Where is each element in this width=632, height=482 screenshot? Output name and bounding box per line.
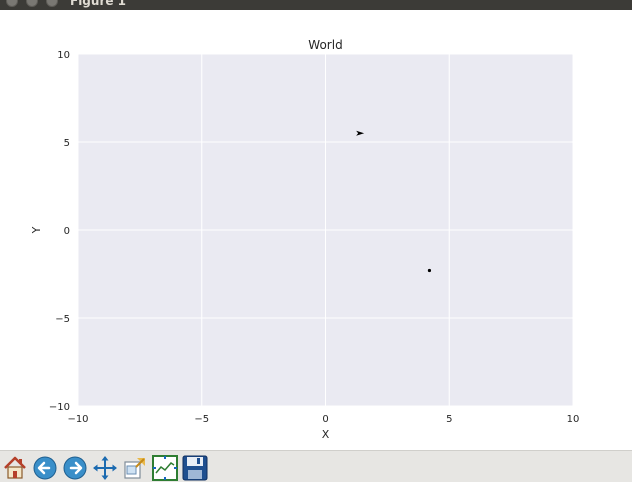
back-button[interactable] bbox=[32, 455, 58, 481]
arrow-marker bbox=[356, 130, 365, 136]
pan-button[interactable] bbox=[92, 455, 118, 481]
navigation-toolbar bbox=[0, 450, 632, 482]
window-titlebar: Figure 1 bbox=[0, 0, 632, 10]
save-disk-icon bbox=[182, 455, 208, 481]
zoom-rect-icon bbox=[124, 458, 145, 479]
y-tick-label: 0 bbox=[64, 226, 70, 237]
close-window-button[interactable] bbox=[6, 0, 18, 7]
minimize-window-button[interactable] bbox=[26, 0, 38, 7]
forward-arrow-icon bbox=[63, 456, 87, 480]
y-axis-label: Y bbox=[30, 226, 43, 234]
home-button[interactable] bbox=[2, 455, 28, 481]
forward-button[interactable] bbox=[62, 455, 88, 481]
x-tick-label: 5 bbox=[446, 414, 452, 425]
y-tick-label: −5 bbox=[55, 314, 70, 325]
x-tick-label: −5 bbox=[194, 414, 209, 425]
pan-move-icon bbox=[93, 456, 117, 480]
y-tick-label: −10 bbox=[49, 402, 70, 413]
subplots-config-icon bbox=[152, 455, 178, 481]
subplots-button[interactable] bbox=[152, 455, 178, 481]
dot-marker bbox=[427, 268, 432, 273]
save-button[interactable] bbox=[182, 455, 208, 481]
window-title: Figure 1 bbox=[70, 0, 127, 8]
chart-title: World bbox=[308, 38, 342, 52]
x-axis-label: X bbox=[322, 428, 330, 441]
x-tick-label: 10 bbox=[567, 414, 580, 425]
back-arrow-icon bbox=[33, 456, 57, 480]
home-icon bbox=[4, 456, 26, 479]
maximize-window-button[interactable] bbox=[46, 0, 58, 7]
zoom-button[interactable] bbox=[122, 455, 148, 481]
x-tick-label: 0 bbox=[322, 414, 328, 425]
plot-svg[interactable]: −10 −5 0 5 10 −10 −5 0 5 10 World X Y bbox=[0, 10, 632, 450]
x-tick-label: −10 bbox=[67, 414, 88, 425]
y-tick-label: 5 bbox=[64, 138, 70, 149]
figure-canvas[interactable]: −10 −5 0 5 10 −10 −5 0 5 10 World X Y bbox=[0, 10, 632, 450]
y-tick-label: 10 bbox=[57, 50, 70, 61]
